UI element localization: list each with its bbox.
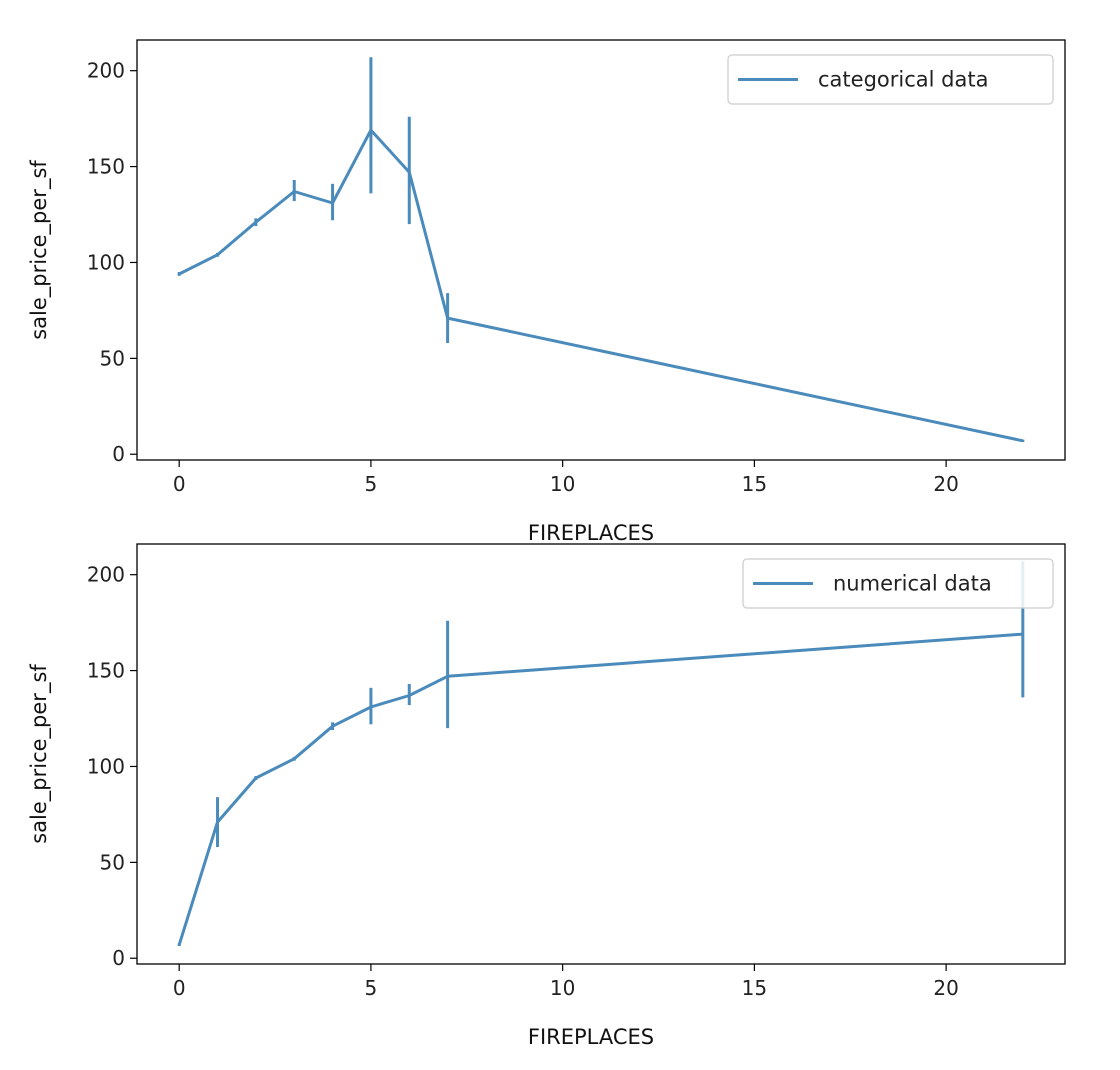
y-tick-label: 200: [87, 563, 125, 587]
y-tick-label: 150: [87, 659, 125, 683]
x-axis-title: FIREPLACES: [528, 521, 654, 545]
legend-entry: numerical data: [833, 572, 992, 596]
chart-panel-2: 0 5 10 15 20050100150200FIREPLACESsale_price…: [27, 543, 1066, 1049]
y-tick-label: 0: [112, 946, 125, 970]
y-axis-title: sale_price_per_sf: [27, 160, 52, 340]
x-tick-label: 20: [933, 472, 958, 496]
legend: numerical data: [742, 558, 1054, 609]
x-tick-label: 15: [742, 472, 767, 496]
chart-panel-1: 0 5 10 15 20050100150200FIREPLACESsale_price…: [27, 39, 1066, 545]
y-axis-title: sale_price_per_sf: [27, 664, 52, 844]
x-tick-label: 5: [365, 472, 378, 496]
y-tick-label: 150: [87, 155, 125, 179]
charts: 0 5 10 15 20050100150200FIREPLACESsale_price…: [27, 39, 1066, 1049]
plot-area-frame: [136, 543, 1066, 965]
x-tick-label: 0: [173, 472, 186, 496]
x-tick-label: 15: [742, 976, 767, 1000]
y-tick-label: 100: [87, 754, 125, 778]
x-tick-label: 20: [933, 976, 958, 1000]
legend-box: [742, 558, 1054, 609]
x-tick-label: 0: [173, 976, 186, 1000]
plot-area-frame: [136, 39, 1066, 461]
legend: categorical data: [727, 54, 1054, 105]
y-tick-label: 100: [87, 250, 125, 274]
x-tick-label: 10: [550, 472, 575, 496]
x-axis-title: FIREPLACES: [528, 1025, 654, 1049]
x-tick-label: 10: [550, 976, 575, 1000]
y-tick-label: 0: [112, 442, 125, 466]
y-tick-label: 50: [100, 850, 125, 874]
y-tick-label: 50: [100, 346, 125, 370]
y-tick-label: 200: [87, 59, 125, 83]
x-tick-label: 5: [365, 976, 378, 1000]
legend-entry: categorical data: [818, 68, 988, 92]
legend-box: [727, 54, 1054, 105]
